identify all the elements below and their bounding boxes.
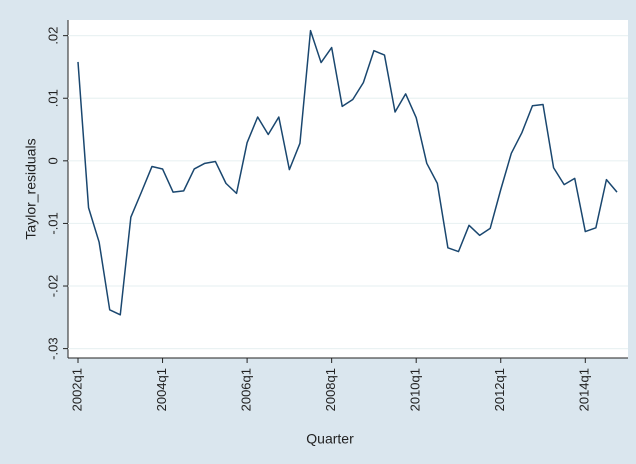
x-tick-label: 2002q1 <box>69 368 84 411</box>
plot-region <box>68 20 628 358</box>
x-tick-label: 2006q1 <box>239 368 254 411</box>
y-tick-label: -.02 <box>45 275 60 297</box>
y-tick-label: -.03 <box>45 337 60 359</box>
x-tick-label: 2010q1 <box>408 368 423 411</box>
x-axis-title: Quarter <box>306 431 354 447</box>
y-tick-label: .01 <box>45 89 60 107</box>
y-axis-title: Taylor_residuals <box>23 138 39 239</box>
x-tick-label: 2012q1 <box>492 368 507 411</box>
y-tick-label: -.01 <box>45 212 60 234</box>
y-tick-label: 0 <box>45 157 60 164</box>
x-tick-label: 2004q1 <box>154 368 169 411</box>
x-tick-label: 2008q1 <box>323 368 338 411</box>
x-tick-label: 2014q1 <box>577 368 592 411</box>
data-line <box>77 29 618 316</box>
y-tick-label: .02 <box>45 27 60 45</box>
